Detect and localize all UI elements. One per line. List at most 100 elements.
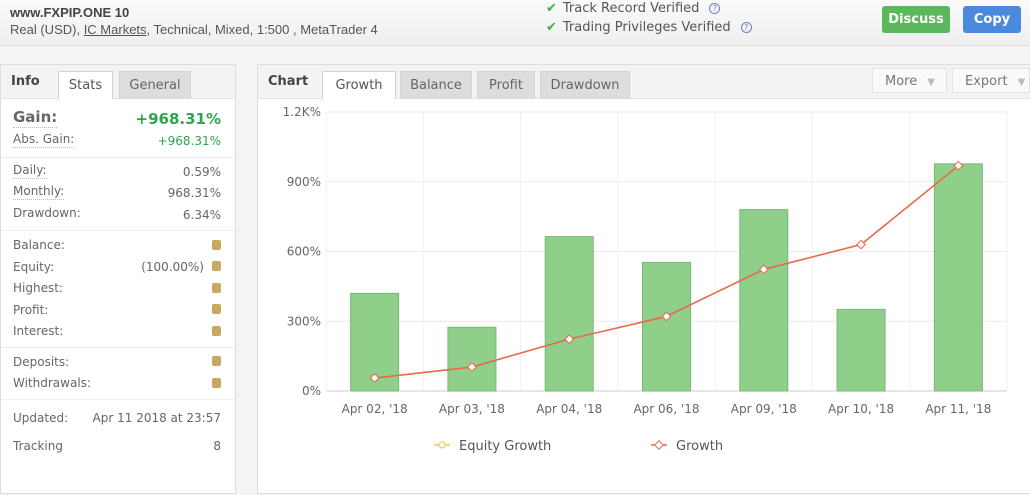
abs-gain-value: +968.31% bbox=[157, 134, 221, 148]
export-label: Export bbox=[965, 74, 1008, 89]
discuss-button[interactable]: Discuss bbox=[882, 6, 950, 33]
info-panel: Info Stats General Gain: +968.31% Abs. Ga… bbox=[0, 64, 236, 494]
growth-point bbox=[758, 264, 769, 275]
bar bbox=[836, 308, 886, 392]
drawdown-row: Drawdown: 6.34% bbox=[1, 205, 235, 227]
account-subtitle: Real (USD), IC Markets, Technical, Mixed… bbox=[10, 22, 378, 37]
drawdown-label: Drawdown: bbox=[13, 205, 81, 220]
highest-label: Highest: bbox=[13, 281, 63, 295]
bar bbox=[544, 236, 594, 392]
x-tick-label: Apr 04, '18 bbox=[536, 402, 602, 416]
daily-label: Daily: bbox=[13, 162, 47, 179]
copy-button[interactable]: Copy bbox=[963, 6, 1021, 33]
monthly-label: Monthly: bbox=[13, 184, 65, 200]
y-tick-label: 0% bbox=[302, 384, 321, 398]
tracking-row: Tracking 8 bbox=[1, 432, 235, 460]
legend-growth: Growth bbox=[676, 439, 723, 454]
trading-privileges-verified: ✔ Trading Privileges Verified? bbox=[546, 20, 752, 35]
profit-row: Profit: bbox=[1, 300, 235, 322]
help-icon[interactable]: ? bbox=[740, 22, 752, 33]
bar bbox=[933, 163, 983, 392]
y-tick-label: 900% bbox=[287, 175, 321, 189]
subtitle-text: Real (USD), bbox=[10, 22, 84, 37]
growth-point bbox=[661, 311, 672, 322]
x-tick-label: Apr 11, '18 bbox=[925, 402, 991, 416]
monthly-value: 968.31% bbox=[167, 186, 221, 200]
chart-tabbar: Chart Growth Balance Profit Drawdown Mor… bbox=[258, 65, 1030, 99]
drawdown-value: 6.34% bbox=[182, 207, 221, 222]
chevron-down-icon: ▼ bbox=[1017, 77, 1026, 88]
y-tick-label: 600% bbox=[287, 245, 321, 259]
lock-icon bbox=[212, 304, 221, 314]
x-tick-label: Apr 10, '18 bbox=[828, 402, 894, 416]
x-tick-label: Apr 02, '18 bbox=[342, 402, 408, 416]
legend-equity-growth-marker bbox=[438, 441, 446, 449]
y-tick-label: 1.2K% bbox=[283, 105, 321, 119]
subtitle-text: , Technical, Mixed, 1:500 , MetaTrader 4 bbox=[146, 22, 378, 37]
interest-row: Interest: bbox=[1, 321, 235, 343]
tracking-label: Tracking bbox=[13, 438, 63, 453]
lock-icon bbox=[212, 261, 221, 271]
equity-row: Equity: (100.00%) bbox=[1, 257, 235, 279]
tab-balance[interactable]: Balance bbox=[400, 71, 472, 99]
equity-value: (100.00%) bbox=[141, 259, 204, 274]
bar bbox=[447, 326, 497, 392]
legend-growth-marker bbox=[654, 440, 664, 450]
more-dropdown[interactable]: More ▼ bbox=[872, 68, 947, 93]
profit-label: Profit: bbox=[13, 302, 49, 317]
export-dropdown[interactable]: Export ▼ bbox=[952, 68, 1030, 93]
lock-icon bbox=[212, 282, 221, 293]
tracking-value: 8 bbox=[213, 438, 221, 453]
gain-value: +968.31% bbox=[135, 110, 221, 128]
monthly-row: Monthly: 968.31% bbox=[1, 183, 235, 205]
info-heading: Info bbox=[11, 74, 40, 89]
growth-chart: 0% 300% 600% 900% 1.2K% Apr 02, '18 Apr 03, '1… bbox=[283, 105, 1008, 454]
balance-label: Balance: bbox=[13, 238, 65, 252]
deposits-label: Deposits: bbox=[13, 354, 70, 369]
lock-icon bbox=[212, 356, 221, 366]
lock-icon bbox=[212, 325, 221, 336]
verification-label: Trading Privileges Verified bbox=[562, 20, 731, 35]
growth-point bbox=[953, 160, 964, 171]
daily-value: 0.59% bbox=[182, 164, 221, 179]
balance-row: Balance: bbox=[1, 235, 235, 257]
growth-point bbox=[564, 334, 575, 345]
bar bbox=[739, 209, 789, 392]
lock-icon bbox=[212, 377, 221, 388]
gain-row: Gain: +968.31% bbox=[1, 107, 235, 131]
updated-value: Apr 11 2018 at 23:57 bbox=[92, 410, 221, 425]
updated-label: Updated: bbox=[13, 410, 69, 425]
help-icon[interactable]: ? bbox=[709, 3, 721, 14]
legend-equity-growth: Equity Growth bbox=[459, 439, 551, 454]
tab-stats[interactable]: Stats bbox=[58, 71, 113, 99]
withdrawals-row: Withdrawals: bbox=[1, 373, 235, 395]
verification-label: Track Record Verified bbox=[562, 1, 700, 16]
highest-row: Highest: bbox=[1, 278, 235, 300]
abs-gain-label: Abs. Gain: bbox=[13, 132, 75, 148]
check-icon: ✔ bbox=[546, 20, 557, 35]
account-title: www.FXPIP.ONE 10 bbox=[10, 5, 130, 20]
tab-drawdown[interactable]: Drawdown bbox=[540, 71, 630, 99]
lock-icon bbox=[212, 239, 221, 250]
tab-general[interactable]: General bbox=[119, 71, 191, 99]
gain-label: Gain: bbox=[13, 108, 58, 128]
chart-heading: Chart bbox=[268, 74, 309, 89]
info-tabbar: Info Stats General bbox=[1, 65, 235, 99]
chart-panel: Chart Growth Balance Profit Drawdown Mor… bbox=[257, 64, 1030, 494]
equity-label: Equity: bbox=[13, 259, 55, 274]
track-record-verified: ✔ Track Record Verified? bbox=[546, 1, 721, 16]
growth-point bbox=[369, 373, 380, 383]
x-tick-label: Apr 09, '18 bbox=[731, 402, 797, 416]
y-tick-label: 300% bbox=[287, 314, 321, 328]
tab-growth[interactable]: Growth bbox=[322, 71, 396, 99]
broker-link[interactable]: IC Markets bbox=[83, 22, 147, 37]
x-tick-label: Apr 03, '18 bbox=[439, 402, 505, 416]
abs-gain-row: Abs. Gain: +968.31% bbox=[1, 131, 235, 153]
tab-profit[interactable]: Profit bbox=[477, 71, 535, 99]
updated-row: Updated: Apr 11 2018 at 23:57 bbox=[1, 404, 235, 432]
deposits-row: Deposits: bbox=[1, 352, 235, 374]
interest-label: Interest: bbox=[13, 324, 64, 338]
withdrawals-label: Withdrawals: bbox=[13, 376, 91, 390]
account-header: www.FXPIP.ONE 10 Real (USD), IC Markets,… bbox=[0, 0, 1030, 46]
bar bbox=[642, 261, 691, 392]
